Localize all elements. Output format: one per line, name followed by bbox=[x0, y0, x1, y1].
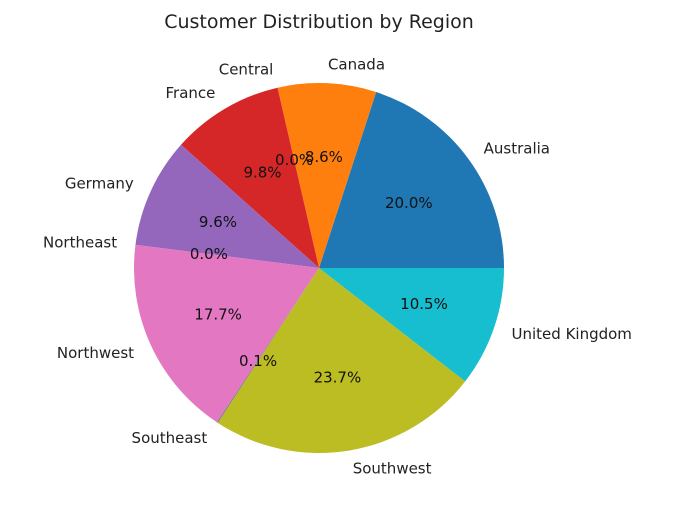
percent-label-canada: 8.6% bbox=[305, 148, 343, 166]
percent-label-southwest: 23.7% bbox=[314, 368, 362, 386]
category-label-germany: Germany bbox=[65, 175, 134, 193]
pie-slice-france bbox=[181, 87, 319, 269]
category-label-canada: Canada bbox=[328, 56, 385, 74]
chart-title: Customer Distribution by Region bbox=[164, 11, 474, 33]
category-label-southwest: Southwest bbox=[353, 460, 432, 478]
pie-slice-southeast bbox=[216, 268, 319, 423]
pie-slice-northwest bbox=[134, 244, 319, 423]
pie-slice-germany bbox=[135, 144, 319, 268]
category-label-northeast: Northeast bbox=[43, 233, 117, 251]
pie-slice-australia bbox=[319, 92, 504, 269]
percent-label-northeast: 0.0% bbox=[190, 245, 228, 263]
category-label-united-kingdom: United Kingdom bbox=[512, 325, 632, 343]
percent-label-france: 9.8% bbox=[243, 163, 281, 181]
pie-slice-united-kingdom bbox=[319, 268, 504, 382]
percent-label-northwest: 17.7% bbox=[194, 305, 242, 323]
percent-labels: 20.0%8.6%0.0%9.8%9.6%0.0%17.7%0.1%23.7%1… bbox=[190, 148, 448, 386]
percent-label-southeast: 0.1% bbox=[239, 352, 277, 370]
percent-label-united-kingdom: 10.5% bbox=[400, 295, 448, 313]
percent-label-central: 0.0% bbox=[275, 151, 313, 169]
pie-slices bbox=[134, 82, 504, 453]
category-label-australia: Australia bbox=[484, 139, 550, 157]
percent-label-germany: 9.6% bbox=[199, 213, 237, 231]
category-label-northwest: Northwest bbox=[57, 344, 134, 362]
percent-label-australia: 20.0% bbox=[385, 194, 433, 212]
category-label-southeast: Southeast bbox=[132, 429, 208, 447]
category-label-central: Central bbox=[219, 61, 274, 79]
pie-slice-canada bbox=[277, 82, 377, 268]
pie-slice-southwest bbox=[217, 268, 466, 453]
category-label-france: France bbox=[166, 84, 216, 102]
